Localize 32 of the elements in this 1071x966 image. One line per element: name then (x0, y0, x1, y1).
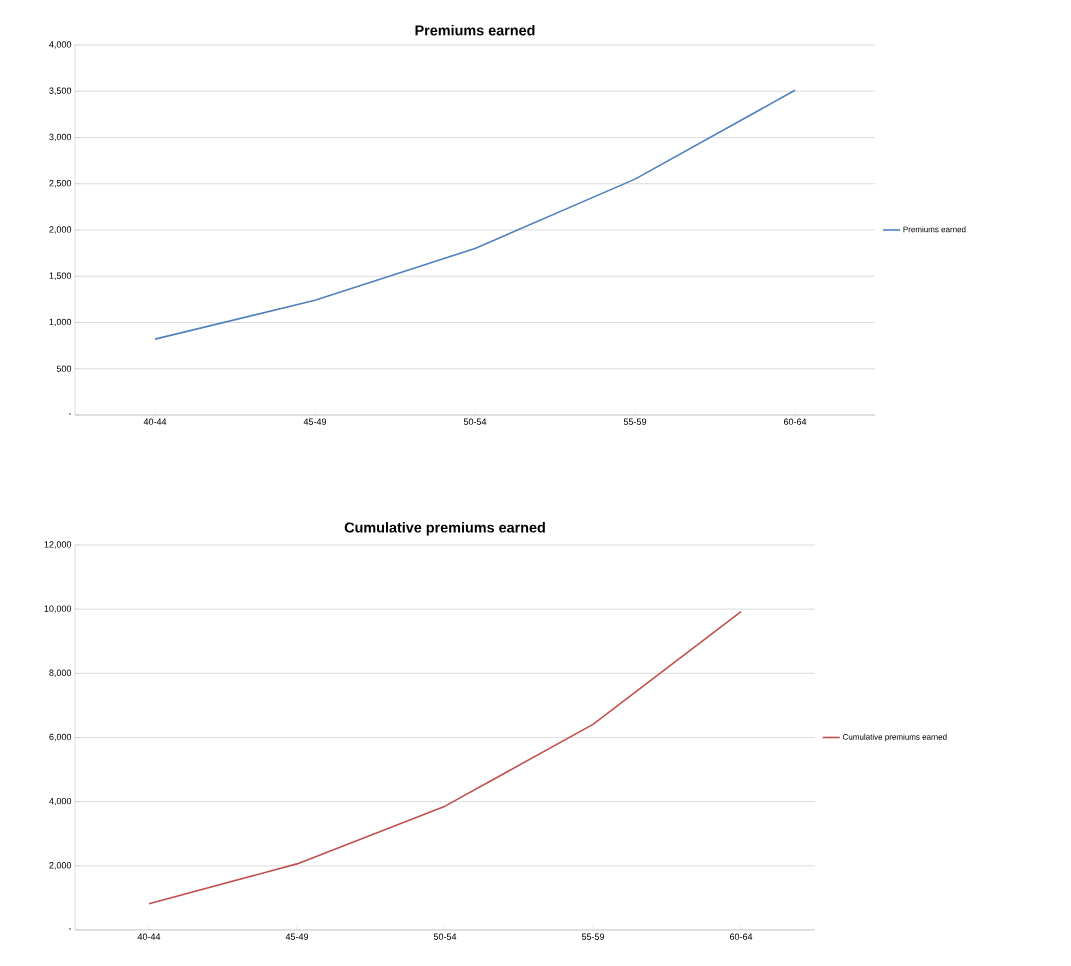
line-series (148, 610, 742, 905)
x-tick-label: 40-44 (137, 933, 161, 940)
y-tick-label: 8,000 (49, 669, 72, 678)
y-tick-label: 6,000 (49, 733, 72, 742)
y-tick-label: - (68, 413, 72, 415)
y-tick-label: 10,000 (44, 605, 72, 613)
y-tick-label: 500 (56, 365, 72, 372)
y-tick-label: - (68, 928, 72, 930)
x-tick-label: 45-49 (285, 933, 309, 940)
x-tick-label: 45-49 (303, 418, 327, 425)
y-tick-label: 1,000 (49, 318, 72, 327)
y-tick-label: 12,000 (44, 541, 72, 549)
x-tick-label: 60-64 (783, 418, 807, 425)
legend-label: Premiums earned (903, 226, 966, 233)
chart-title: Premiums earned (415, 24, 535, 36)
chart-title: Cumulative premiums earned (344, 522, 545, 536)
legend-label: Cumulative premiums earned (842, 733, 947, 742)
x-tick-label: 50-54 (463, 418, 487, 425)
y-tick-label: 4,000 (49, 797, 72, 806)
x-tick-label: 55-59 (581, 933, 605, 940)
y-tick-label: 4,000 (49, 41, 72, 49)
y-tick-label: 3,000 (49, 133, 72, 142)
y-tick-label: 2,000 (49, 226, 72, 234)
y-tick-label: 2,000 (49, 862, 72, 870)
y-tick-label: 1,500 (49, 272, 72, 280)
x-tick-label: 50-54 (433, 933, 457, 940)
y-tick-label: 2,500 (49, 180, 72, 188)
x-tick-label: 55-59 (623, 418, 647, 425)
x-tick-label: 60-64 (729, 933, 753, 940)
x-tick-label: 40-44 (143, 418, 167, 425)
y-tick-label: 3,500 (49, 87, 72, 95)
line-series (154, 89, 796, 340)
